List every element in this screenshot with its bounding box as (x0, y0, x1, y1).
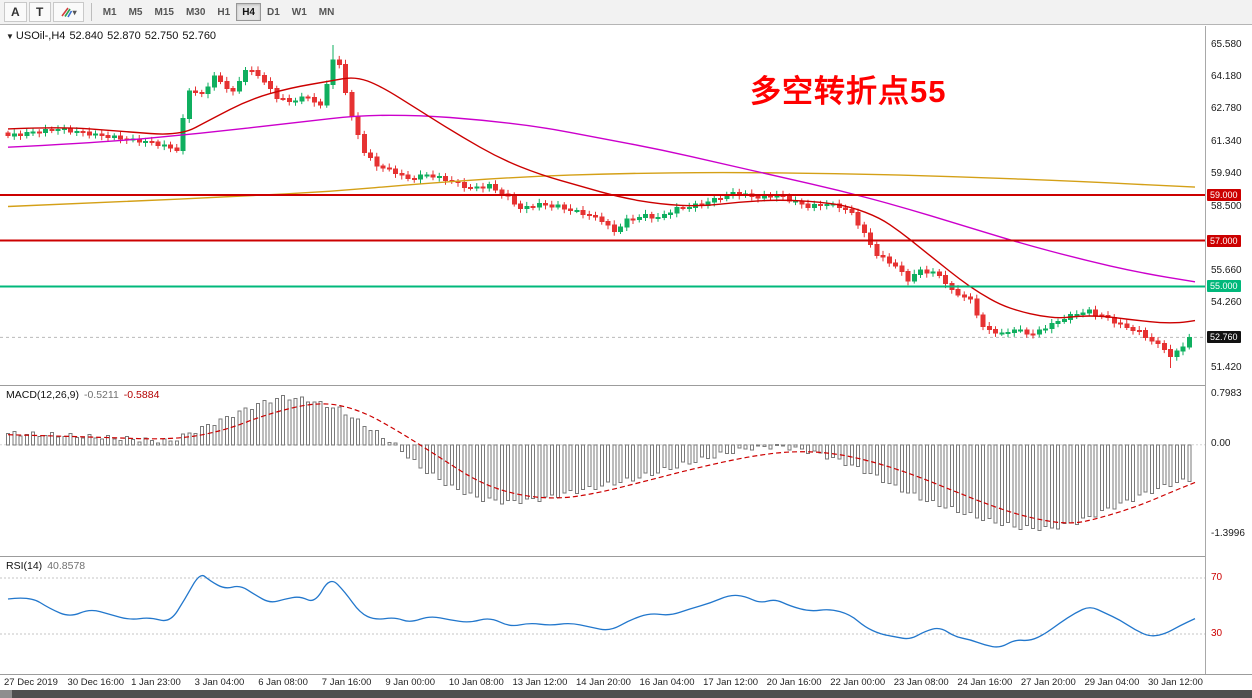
axis-tick: 59.940 (1211, 168, 1242, 179)
timeframe-buttons: M1 M5 M15 M30 H1 H4 D1 W1 MN (97, 3, 341, 21)
time-label: 10 Jan 08:00 (448, 677, 504, 688)
price-badge: 52.760 (1207, 331, 1241, 343)
price-badge: 55.000 (1207, 280, 1241, 292)
time-label: 7 Jan 16:00 (321, 677, 372, 688)
axis-tick: 51.420 (1211, 362, 1242, 373)
time-label: 24 Jan 16:00 (957, 677, 1013, 688)
axis-tick: 55.660 (1211, 265, 1242, 276)
timeframe-d1-button[interactable]: D1 (261, 3, 286, 21)
macd-main-value: -0.5211 (83, 389, 119, 401)
horizontal-scrollbar[interactable] (0, 690, 1252, 698)
timeframe-mn-button[interactable]: MN (313, 3, 341, 21)
axis-tick: 54.260 (1211, 297, 1242, 308)
timeframe-h4-button[interactable]: H4 (236, 3, 261, 21)
colors-tool-button[interactable]: ▾ (52, 2, 84, 22)
chevron-down-icon: ▾ (72, 7, 77, 17)
time-label: 27 Jan 20:00 (1020, 677, 1076, 688)
ohlc-high: 52.870 (107, 30, 141, 42)
axis-tick: 0.7983 (1211, 388, 1242, 399)
time-label: 3 Jan 04:00 (194, 677, 245, 688)
time-axis: 27 Dec 2019 30 Dec 16:00 1 Jan 23:00 3 Jan … (0, 675, 1252, 690)
timeframe-h1-button[interactable]: H1 (211, 3, 236, 21)
rsi-canvas[interactable] (0, 557, 1252, 674)
rsi-value: 40.8578 (47, 560, 86, 572)
ohlc-low: 52.750 (144, 30, 179, 42)
ohlc-close: 52.760 (182, 30, 217, 42)
timeframe-m15-button[interactable]: M15 (149, 3, 180, 21)
time-label: 6 Jan 08:00 (258, 677, 308, 688)
time-label: 20 Jan 16:00 (766, 677, 822, 688)
timeframe-m30-button[interactable]: M30 (180, 3, 211, 21)
time-label: 14 Jan 20:00 (576, 677, 631, 688)
toolbar: A T ▾ M1 M5 M15 M30 H1 H4 D1 W1 MN (0, 0, 1252, 25)
time-label: 13 Jan 12:00 (512, 677, 568, 688)
price-badge: 57.000 (1207, 235, 1241, 247)
axis-tick: 65.580 (1211, 39, 1242, 50)
axis-tick: 61.340 (1211, 136, 1242, 147)
scrollbar-left-button[interactable] (0, 690, 12, 698)
time-label: 16 Jan 04:00 (639, 677, 695, 688)
pencils-icon (61, 7, 72, 18)
macd-signal-value: -0.5884 (123, 389, 160, 401)
price-chart-panel[interactable]: ▼ USOil-,H4 52.840 52.870 52.750 52.760 多空转折点… (0, 26, 1252, 386)
axis-tick: 70 (1211, 572, 1223, 583)
toolbar-separator (90, 3, 92, 21)
text-tool-button[interactable]: T (28, 2, 51, 22)
arrow-tool-button[interactable]: A (4, 2, 27, 22)
time-label: 30 Jan 12:00 (1148, 677, 1203, 688)
symbol-name: USOil-,H4 (15, 30, 66, 42)
time-label: 29 Jan 04:00 (1084, 677, 1140, 688)
timeframe-m5-button[interactable]: M5 (123, 3, 149, 21)
macd-label: MACD(12,26,9) -0.5211 -0.5884 (6, 389, 159, 401)
rsi-label: RSI(14) 40.8578 (6, 560, 85, 572)
macd-canvas[interactable] (0, 386, 1252, 556)
axis-tick: 64.180 (1211, 71, 1242, 82)
rsi-name: RSI(14) (6, 560, 43, 572)
axis-tick: 0.00 (1211, 438, 1231, 449)
price-badge: 59.000 (1207, 189, 1241, 201)
time-label: 23 Jan 08:00 (893, 677, 949, 688)
symbol-ohlc-label: ▼ USOil-,H4 52.840 52.870 52.750 52.760 (6, 30, 220, 42)
annotation-text: 多空转折点55 (750, 74, 947, 109)
time-label: 22 Jan 00:00 (830, 677, 886, 688)
time-label: 30 Dec 16:00 (67, 677, 125, 688)
price-chart-canvas[interactable] (0, 26, 1252, 385)
time-label: 27 Dec 2019 (4, 677, 58, 688)
macd-name: MACD(12,26,9) (6, 389, 79, 401)
ohlc-open: 52.840 (69, 30, 104, 42)
time-label: 1 Jan 23:00 (131, 677, 181, 688)
timeframe-w1-button[interactable]: W1 (286, 3, 313, 21)
axis-tick: -1.3996 (1211, 528, 1245, 539)
time-label: 9 Jan 00:00 (385, 677, 435, 688)
macd-panel[interactable]: MACD(12,26,9) -0.5211 -0.5884 (0, 386, 1252, 557)
price-axis: 65.580 64.180 62.780 61.340 59.940 58.500 55.6… (1205, 26, 1252, 674)
axis-tick: 62.780 (1211, 103, 1242, 114)
time-label: 17 Jan 12:00 (703, 677, 759, 688)
axis-tick: 58.500 (1211, 201, 1242, 212)
timeframe-m1-button[interactable]: M1 (97, 3, 123, 21)
rsi-panel[interactable]: RSI(14) 40.8578 (0, 557, 1252, 675)
dropdown-triangle-icon: ▼ (6, 32, 14, 41)
axis-tick: 30 (1211, 628, 1223, 639)
